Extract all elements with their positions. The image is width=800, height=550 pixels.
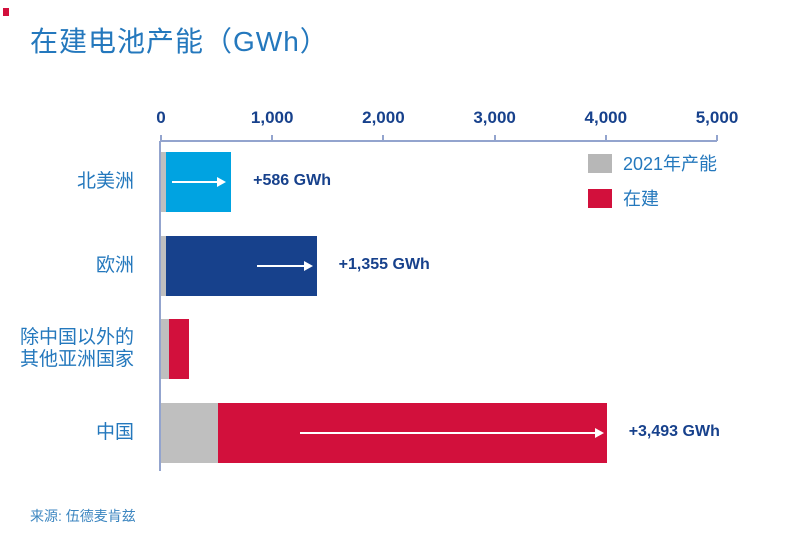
- legend-item: 2021年产能: [588, 150, 717, 176]
- tick-mark: [160, 135, 162, 141]
- arrow-icon: [257, 265, 305, 267]
- legend-swatch: [588, 153, 612, 173]
- x-axis-line: [160, 140, 717, 142]
- chart-legend: 2021年产能 在建: [588, 150, 717, 220]
- logo-fragment: [3, 8, 9, 16]
- tick-label: 4,000: [584, 108, 628, 127]
- category-label: 北美洲: [76, 171, 134, 192]
- tick-label: 2,000: [362, 108, 405, 127]
- arrow-head-icon: [595, 428, 604, 438]
- page-title: 在建电池产能（GWh）: [30, 26, 329, 57]
- legend-label: 2021年产能: [623, 154, 718, 174]
- arrow-icon: [172, 181, 218, 183]
- tick-mark: [493, 135, 496, 141]
- category-label: 除中国以外的 其他亚洲国家: [19, 327, 134, 370]
- tick-mark: [604, 135, 607, 141]
- category-label: 欧洲: [95, 255, 134, 276]
- arrow-icon: [300, 432, 596, 434]
- source-note: 来源: 伍德麦肯兹: [30, 508, 136, 524]
- value-label: +586 GWh: [253, 172, 331, 189]
- category-label: 中国: [95, 422, 134, 443]
- tick-mark: [716, 135, 718, 141]
- arrow-head-icon: [217, 177, 226, 187]
- bar-segment-construction: [168, 319, 189, 379]
- arrow-head-icon: [304, 261, 313, 271]
- y-axis-line: [159, 141, 161, 471]
- value-label: +3,493 GWh: [628, 423, 720, 440]
- tick-label: 1,000: [250, 108, 294, 127]
- bar-segment-2021: [161, 152, 166, 212]
- tick-label: 5,000: [695, 108, 739, 127]
- bar-segment-2021: [161, 236, 166, 296]
- tick-mark: [382, 135, 385, 141]
- bar-segment-2021: [161, 403, 219, 463]
- tick-label: 3,000: [473, 108, 516, 127]
- tick-label: 0: [156, 108, 166, 127]
- bar-segment-2021: [161, 319, 169, 379]
- legend-item: 在建: [588, 185, 717, 211]
- tick-mark: [271, 135, 274, 141]
- legend-label: 在建: [623, 189, 659, 209]
- legend-swatch: [588, 188, 612, 208]
- value-label: +1,355 GWh: [338, 256, 430, 273]
